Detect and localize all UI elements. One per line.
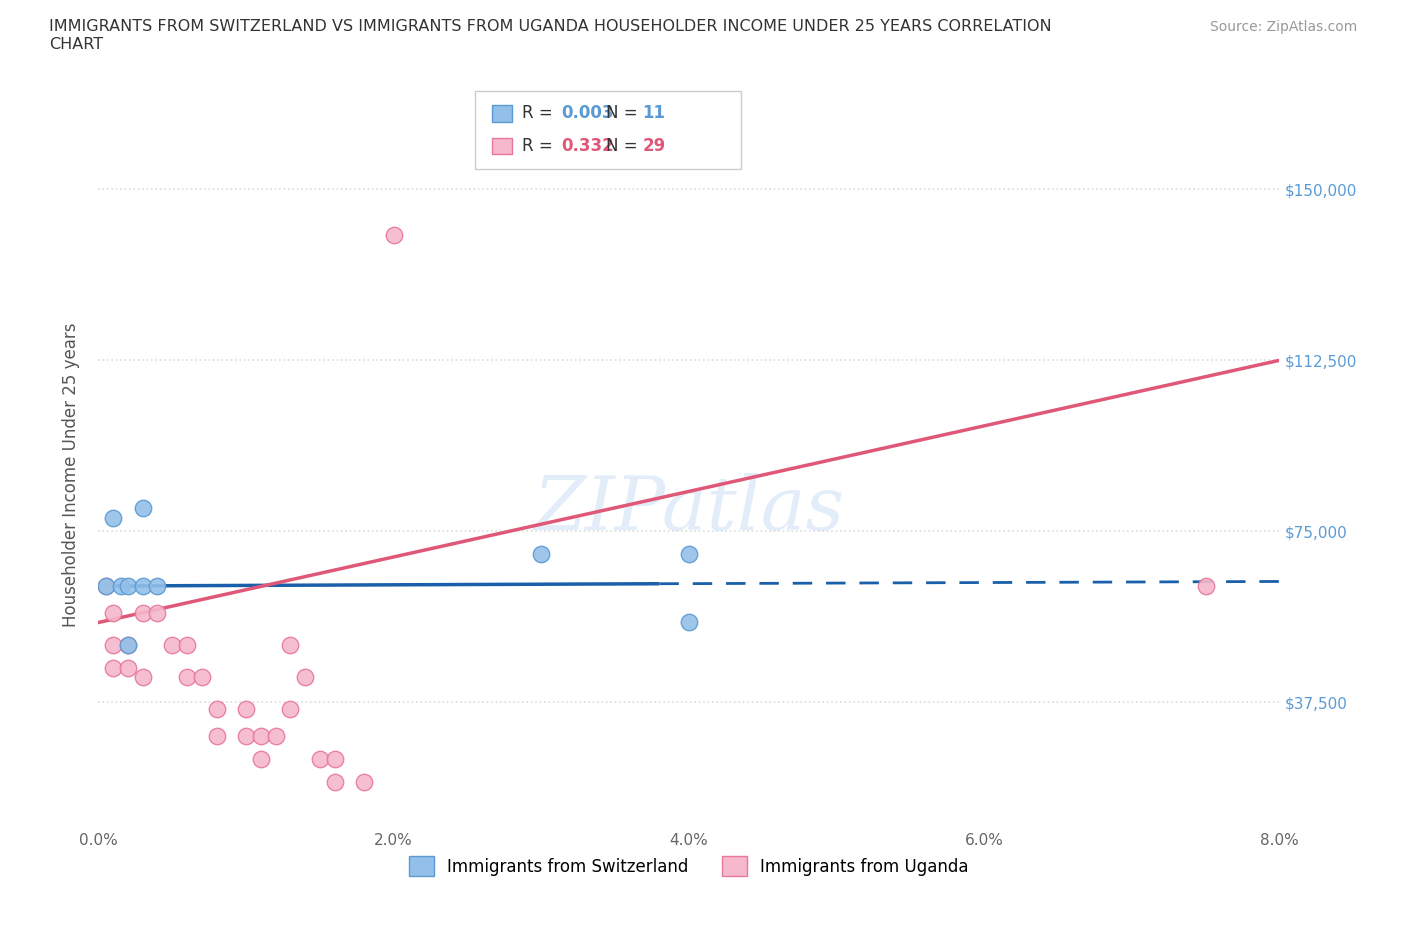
Point bbox=[280, 638, 302, 653]
Point bbox=[280, 702, 302, 717]
Point bbox=[294, 670, 316, 684]
Point bbox=[309, 751, 332, 766]
Text: 11: 11 bbox=[643, 104, 665, 123]
Point bbox=[132, 578, 155, 593]
Point bbox=[162, 638, 183, 653]
Point bbox=[132, 670, 155, 684]
Y-axis label: Householder Income Under 25 years: Householder Income Under 25 years bbox=[62, 322, 80, 627]
Point bbox=[205, 729, 228, 744]
Text: ZIPatlas: ZIPatlas bbox=[533, 473, 845, 546]
Point bbox=[323, 775, 346, 790]
Text: 0.332: 0.332 bbox=[561, 137, 614, 155]
Text: N =: N = bbox=[606, 104, 637, 123]
Point bbox=[323, 751, 346, 766]
Point bbox=[235, 702, 257, 717]
Point bbox=[117, 660, 139, 675]
Point bbox=[117, 638, 139, 653]
Point bbox=[176, 670, 198, 684]
Point bbox=[103, 638, 125, 653]
Text: R =: R = bbox=[522, 137, 553, 155]
Text: Source: ZipAtlas.com: Source: ZipAtlas.com bbox=[1209, 20, 1357, 34]
Point bbox=[530, 547, 553, 562]
Point bbox=[382, 228, 405, 243]
Legend: Immigrants from Switzerland, Immigrants from Uganda: Immigrants from Switzerland, Immigrants … bbox=[402, 849, 976, 883]
Point bbox=[176, 638, 198, 653]
Point bbox=[353, 775, 375, 790]
Point bbox=[132, 501, 155, 516]
Point bbox=[678, 547, 700, 562]
Point bbox=[146, 606, 169, 621]
Point bbox=[264, 729, 287, 744]
Point bbox=[678, 615, 700, 630]
Point bbox=[146, 578, 169, 593]
Point bbox=[103, 511, 125, 525]
Text: IMMIGRANTS FROM SWITZERLAND VS IMMIGRANTS FROM UGANDA HOUSEHOLDER INCOME UNDER 2: IMMIGRANTS FROM SWITZERLAND VS IMMIGRANT… bbox=[49, 19, 1052, 33]
Text: 0.003: 0.003 bbox=[561, 104, 613, 123]
Text: CHART: CHART bbox=[49, 37, 103, 52]
Point bbox=[103, 606, 125, 621]
Point bbox=[117, 578, 139, 593]
Point bbox=[250, 729, 273, 744]
Point bbox=[132, 606, 155, 621]
Point bbox=[103, 660, 125, 675]
Text: N =: N = bbox=[606, 137, 637, 155]
Point bbox=[1195, 578, 1218, 593]
Point bbox=[191, 670, 214, 684]
Point bbox=[94, 578, 117, 593]
Point bbox=[235, 729, 257, 744]
Text: R =: R = bbox=[522, 104, 553, 123]
Text: 29: 29 bbox=[643, 137, 666, 155]
Point bbox=[94, 578, 117, 593]
Point bbox=[205, 702, 228, 717]
Point bbox=[250, 751, 273, 766]
Point bbox=[117, 638, 139, 653]
Point bbox=[110, 578, 132, 593]
